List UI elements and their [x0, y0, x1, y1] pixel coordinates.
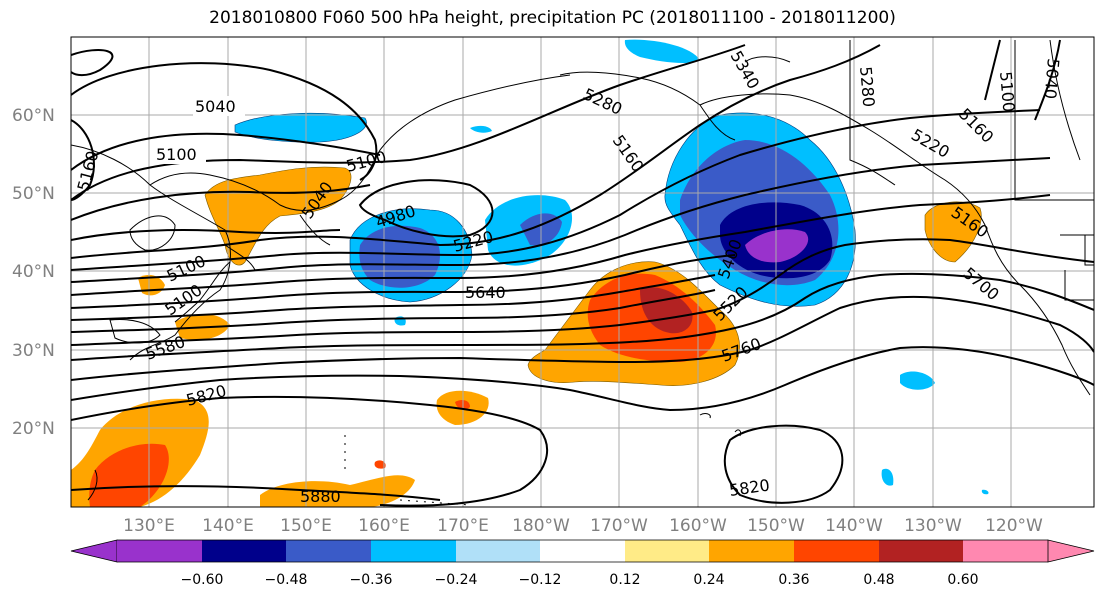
colorbar-swatch: [117, 540, 202, 562]
precip-negative-area: [359, 225, 440, 288]
lon-label: 140°W: [825, 516, 883, 536]
colorbar-swatch: [709, 540, 794, 562]
lon-label: 170°W: [590, 516, 648, 536]
precip-negative-area: [900, 371, 935, 390]
lon-label: 170°E: [437, 516, 489, 536]
precip-positive-area: [640, 287, 693, 334]
lat-label: 30°N: [12, 341, 55, 361]
lon-label: 130°E: [123, 516, 175, 536]
colorbar-label: −0.60: [181, 572, 224, 588]
colorbar-label: −0.24: [435, 572, 478, 588]
colorbar-swatch: [625, 540, 709, 562]
lon-label: 140°E: [202, 516, 254, 536]
colorbar-extend-low: [70, 539, 118, 563]
height-contours: [71, 44, 1094, 507]
lon-label: 180°W: [512, 516, 570, 536]
colorbar-label: 0.12: [609, 572, 640, 588]
latitude-labels: 60°N 50°N 40°N 30°N 20°N: [12, 106, 55, 439]
colorbar-swatch: [371, 540, 456, 562]
precip-negative-area: [981, 489, 989, 495]
colorbar-extend-high: [1047, 539, 1095, 563]
colorbar-swatch: [286, 540, 371, 562]
lon-label: 160°W: [669, 516, 727, 536]
colorbar: −0.60 −0.48 −0.36 −0.24 −0.12 0.12 0.24 …: [70, 539, 1095, 588]
contour-label: 5280: [856, 66, 878, 108]
precip-positive-area: [924, 201, 982, 263]
colorbar-swatch: [456, 540, 540, 562]
coastlines: [71, 39, 1094, 506]
colorbar-swatch: [202, 540, 286, 562]
lon-label: 160°E: [358, 516, 410, 536]
contour-label: 5880: [300, 487, 341, 506]
colorbar-swatch: [794, 540, 879, 562]
misc-contour: [71, 39, 1061, 201]
contour-label: 5040: [195, 97, 236, 116]
contour-label: 5100: [156, 145, 197, 164]
colorbar-label: 0.60: [947, 572, 978, 588]
colorbar-frame: [117, 539, 1048, 563]
longitude-labels: 130°E 140°E 150°E 160°E 170°E 180°W 170°…: [123, 516, 1043, 536]
lat-label: 50°N: [12, 184, 55, 204]
map-title: 2018010800 F060 500 hPa height, precipit…: [209, 8, 896, 28]
lat-label: 40°N: [12, 262, 55, 282]
contour-label: 5040: [1040, 58, 1062, 100]
contour-label: 5100: [996, 71, 1018, 113]
colorbar-label: −0.48: [265, 572, 308, 588]
lon-label: 130°W: [904, 516, 962, 536]
lon-label: 150°E: [280, 516, 332, 536]
colorbar-label: −0.36: [350, 572, 393, 588]
precip-negative-area: [881, 468, 894, 486]
lon-label: 120°W: [985, 516, 1043, 536]
colorbar-swatch: [540, 540, 625, 562]
plot-frame: [70, 36, 1095, 508]
colorbar-swatch: [963, 540, 1048, 562]
lat-label: 20°N: [12, 419, 55, 439]
colorbar-label: 0.24: [693, 572, 724, 588]
precip-negative-area: [470, 125, 492, 133]
lon-label: 150°W: [747, 516, 805, 536]
precip-positive-area: [374, 460, 386, 469]
colorbar-swatch: [879, 540, 963, 562]
lat-label: 60°N: [12, 106, 55, 126]
colorbar-label: 0.36: [778, 572, 809, 588]
colorbar-label: −0.12: [519, 572, 562, 588]
precip-negative-area: [745, 229, 809, 263]
contour-label: 5640: [465, 283, 506, 302]
colorbar-label: 0.48: [863, 572, 894, 588]
precip-negative-area: [624, 39, 700, 64]
precip-negative-area: [234, 112, 367, 143]
